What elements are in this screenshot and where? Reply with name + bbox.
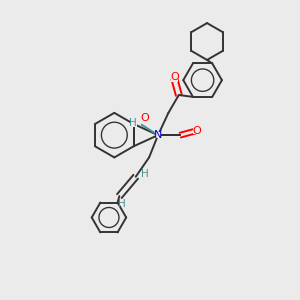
Text: H: H (118, 200, 126, 209)
Text: H: H (141, 169, 148, 179)
Text: N: N (154, 130, 162, 140)
Bar (194, 128, 200, 134)
Bar (130, 120, 136, 127)
Text: O: O (140, 113, 149, 123)
Bar (155, 132, 161, 138)
Text: H: H (130, 118, 137, 128)
Bar (171, 75, 178, 82)
Text: O: O (170, 72, 179, 82)
Bar (140, 116, 146, 122)
Text: O: O (192, 126, 201, 136)
